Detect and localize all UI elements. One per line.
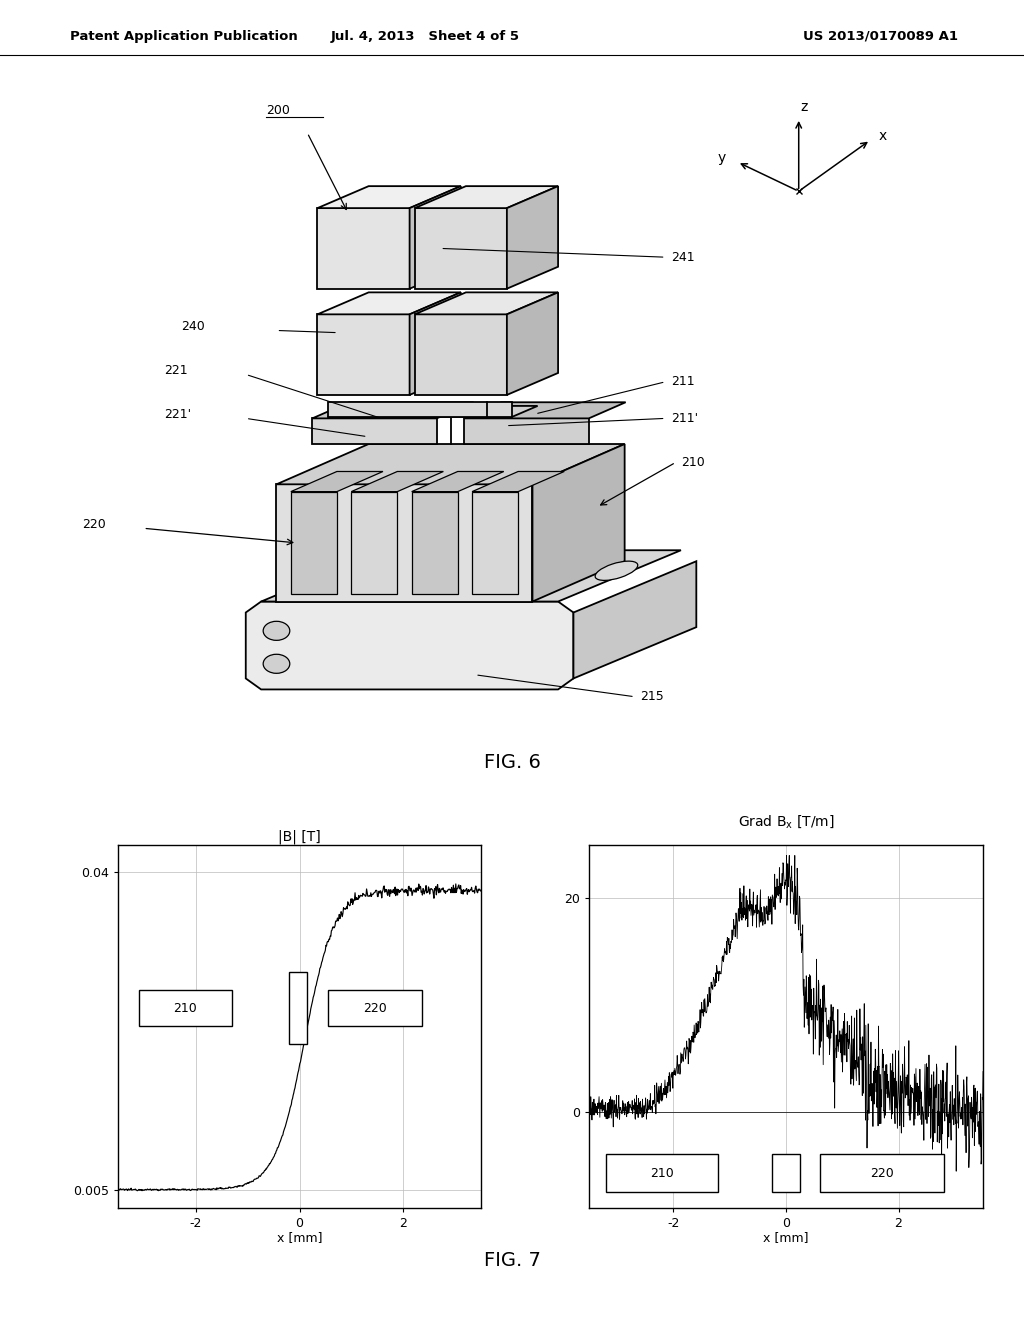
Text: z: z (800, 100, 808, 114)
Polygon shape (328, 403, 512, 417)
Text: 220: 220 (362, 1002, 387, 1015)
X-axis label: x [mm]: x [mm] (276, 1232, 323, 1245)
Text: 211': 211' (671, 412, 697, 425)
X-axis label: x [mm]: x [mm] (763, 1232, 809, 1245)
Polygon shape (276, 484, 532, 602)
Polygon shape (412, 471, 504, 491)
Text: 215: 215 (640, 690, 664, 704)
Polygon shape (465, 403, 626, 418)
Polygon shape (317, 292, 461, 314)
Text: 221: 221 (164, 364, 187, 378)
Polygon shape (415, 292, 558, 314)
Text: Patent Application Publication: Patent Application Publication (70, 29, 297, 42)
Text: x: x (879, 129, 887, 144)
Bar (605, 1155, 718, 1192)
Text: y: y (718, 152, 726, 165)
Bar (138, 990, 232, 1027)
Circle shape (263, 622, 290, 640)
Text: 221': 221' (164, 408, 190, 421)
Polygon shape (246, 602, 573, 689)
Polygon shape (261, 550, 681, 602)
Polygon shape (351, 471, 443, 491)
Polygon shape (328, 407, 538, 417)
Circle shape (263, 655, 290, 673)
Polygon shape (465, 418, 589, 444)
Polygon shape (351, 491, 397, 594)
Polygon shape (472, 491, 518, 594)
Polygon shape (472, 471, 564, 491)
Text: 200: 200 (266, 104, 290, 117)
Text: Jul. 4, 2013   Sheet 4 of 5: Jul. 4, 2013 Sheet 4 of 5 (331, 29, 519, 42)
Polygon shape (532, 444, 625, 602)
Polygon shape (410, 292, 461, 395)
Text: 241: 241 (671, 251, 694, 264)
Polygon shape (317, 209, 410, 289)
Text: FIG. 7: FIG. 7 (483, 1251, 541, 1270)
Title: |B| [T]: |B| [T] (279, 830, 321, 843)
Polygon shape (507, 186, 558, 289)
Polygon shape (312, 418, 436, 444)
Text: 210: 210 (173, 1002, 198, 1015)
Bar (819, 1155, 944, 1192)
Polygon shape (291, 471, 383, 491)
Bar (289, 972, 307, 1044)
Text: 220: 220 (869, 1167, 894, 1180)
Polygon shape (291, 491, 337, 594)
Text: 240: 240 (181, 321, 205, 333)
Polygon shape (415, 314, 507, 395)
Polygon shape (415, 209, 507, 289)
Polygon shape (573, 561, 696, 678)
Polygon shape (317, 186, 461, 209)
Polygon shape (317, 314, 410, 395)
Polygon shape (412, 491, 458, 594)
Polygon shape (507, 292, 558, 395)
Polygon shape (410, 186, 461, 289)
Text: US 2013/0170089 A1: US 2013/0170089 A1 (803, 29, 958, 42)
Ellipse shape (595, 561, 638, 581)
Text: Grad B$_\mathregular{x}$ [T/m]: Grad B$_\mathregular{x}$ [T/m] (737, 813, 835, 830)
Polygon shape (415, 186, 558, 209)
Text: 210: 210 (681, 455, 705, 469)
Text: 210: 210 (650, 1167, 674, 1180)
Polygon shape (312, 403, 473, 418)
Polygon shape (276, 444, 625, 484)
Bar (772, 1155, 800, 1192)
Bar (328, 990, 422, 1027)
Text: 211: 211 (671, 375, 694, 388)
Text: 220: 220 (82, 519, 105, 531)
Text: FIG. 6: FIG. 6 (483, 754, 541, 772)
